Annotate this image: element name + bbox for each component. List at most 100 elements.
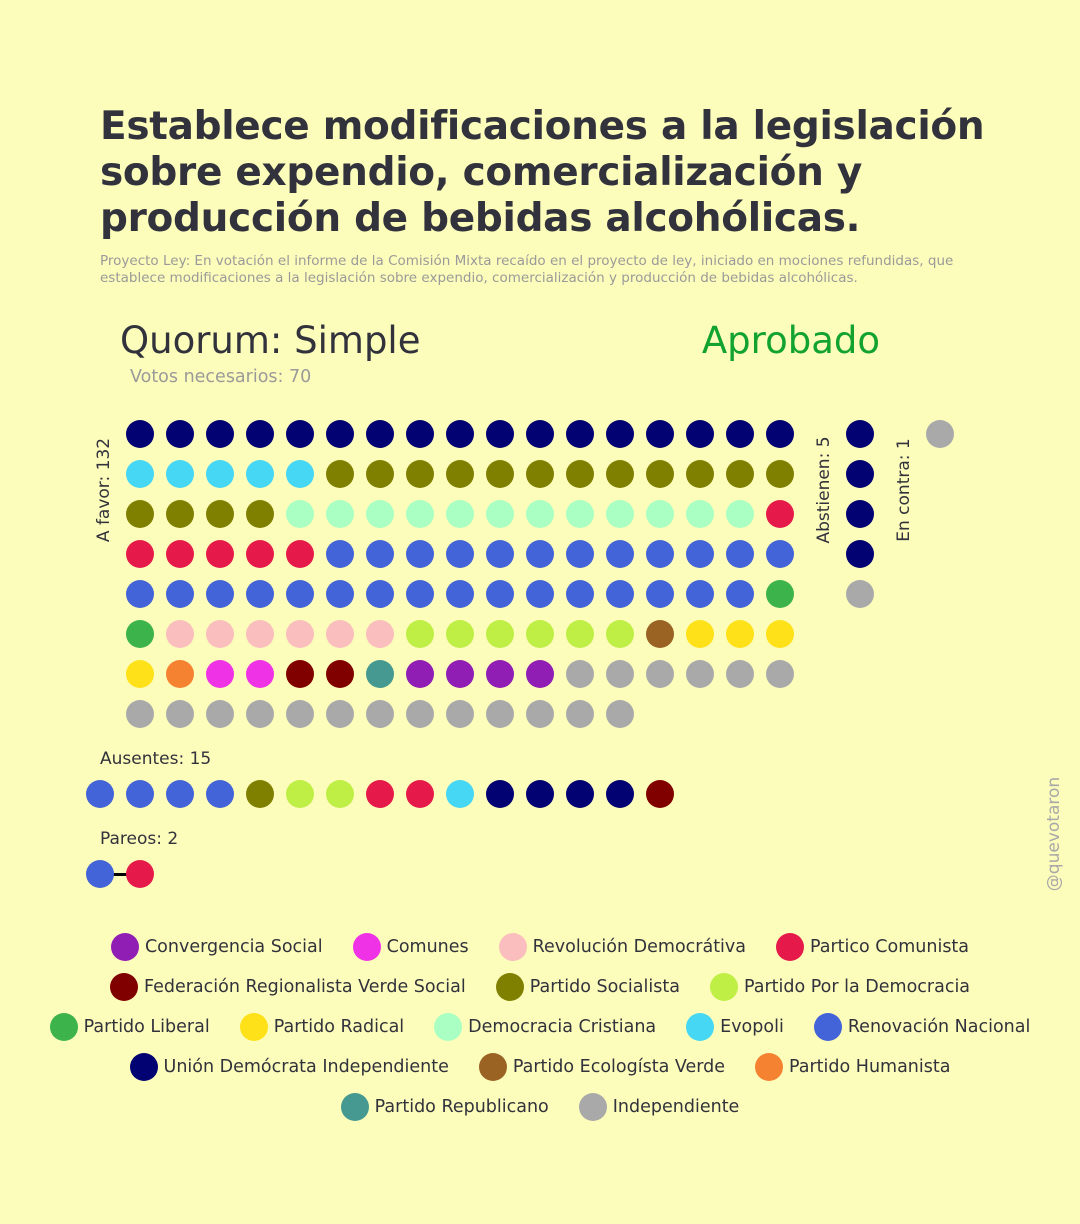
a-favor-seat-rn: [526, 540, 554, 568]
a-favor-seat-pr: [766, 620, 794, 648]
legend-swatch: [129, 1053, 158, 1081]
a-favor-seat-udi: [126, 420, 154, 448]
a-favor-seat-udi: [526, 420, 554, 448]
watermark: @quevotaron: [1044, 776, 1064, 892]
quorum-label: Quorum: Simple: [120, 319, 421, 362]
a-favor-seat-udi: [246, 420, 274, 448]
legend-label: Partido Socialista: [529, 977, 680, 997]
a-favor-seat-rn: [566, 580, 594, 608]
a-favor-seat-evo: [166, 460, 194, 488]
a-favor-seat-dc: [726, 500, 754, 528]
legend-item-pev: Partido Ecologísta Verde: [478, 1053, 725, 1081]
legend: Convergencia Social Comunes Revolución Dem…: [20, 933, 1060, 1121]
legend-item-rep: Partido Republicano: [340, 1093, 549, 1121]
a-favor-seat-ind: [566, 700, 594, 728]
a-favor-seat-rn: [566, 540, 594, 568]
a-favor-seat-rn: [646, 540, 674, 568]
a-favor-seat-ppd: [406, 620, 434, 648]
a-favor-seat-pr: [726, 620, 754, 648]
ausentes-seat-ppd: [326, 780, 354, 808]
a-favor-seat-udi: [566, 420, 594, 448]
legend-item-rn: Renovación Nacional: [813, 1013, 1031, 1041]
a-favor-seat-rn: [686, 540, 714, 568]
legend-label: Convergencia Social: [144, 937, 323, 957]
ausentes-seat-ps: [246, 780, 274, 808]
a-favor-seat-frvs: [286, 660, 314, 688]
a-favor-seat-rn: [726, 540, 754, 568]
legend-swatch: [498, 933, 527, 961]
a-favor-seat-dc: [606, 500, 634, 528]
a-favor-seat-ps: [486, 460, 514, 488]
ausentes-seat-udi: [606, 780, 634, 808]
a-favor-seat-ps: [766, 460, 794, 488]
a-favor-label: A favor: 132: [94, 437, 114, 543]
a-favor-seat-udi: [726, 420, 754, 448]
a-favor-seat-ind: [606, 700, 634, 728]
a-favor-seat-dc: [326, 500, 354, 528]
a-favor-seat-cs: [486, 660, 514, 688]
ausentes-seat-evo: [446, 780, 474, 808]
a-favor-seat-rn: [326, 580, 354, 608]
a-favor-seat-pc: [206, 540, 234, 568]
legend-label: Partido Republicano: [374, 1097, 549, 1117]
legend-label: Evopoli: [720, 1017, 784, 1037]
a-favor-seat-ph: [166, 660, 194, 688]
a-favor-seat-pc: [286, 540, 314, 568]
legend-swatch: [340, 1093, 369, 1121]
legend-item-com: Comunes: [352, 933, 469, 961]
a-favor-seat-ppd: [526, 620, 554, 648]
a-favor-seat-ps: [166, 500, 194, 528]
ausentes-label: Ausentes: 15: [100, 749, 212, 769]
legend-label: Partido Humanista: [789, 1057, 951, 1077]
chart-title: Establece modificaciones a la legislació…: [100, 104, 985, 241]
a-favor-seat-ind: [166, 700, 194, 728]
legend-swatch: [495, 973, 524, 1001]
ausentes-seat-pc: [366, 780, 394, 808]
abstienen-label: Abstienen: 5: [814, 436, 834, 544]
a-favor-seat-pr: [686, 620, 714, 648]
abstienen-seat-udi: [846, 460, 874, 488]
a-favor-seat-cs: [446, 660, 474, 688]
legend-label: Renovación Nacional: [847, 1017, 1031, 1037]
ausentes-seat-ppd: [286, 780, 314, 808]
a-favor-seat-ps: [726, 460, 754, 488]
a-favor-seat-udi: [446, 420, 474, 448]
ausentes-seat-pc: [406, 780, 434, 808]
a-favor-seat-dc: [646, 500, 674, 528]
a-favor-seat-ind: [766, 660, 794, 688]
ausentes-seat-rn: [206, 780, 234, 808]
a-favor-seat-cs: [406, 660, 434, 688]
a-favor-seat-udi: [766, 420, 794, 448]
a-favor-seat-udi: [406, 420, 434, 448]
legend-swatch: [49, 1013, 78, 1041]
a-favor-seat-ps: [446, 460, 474, 488]
abstienen-seat-udi: [846, 540, 874, 568]
abstienen-seat-udi: [846, 420, 874, 448]
a-favor-seat-ps: [326, 460, 354, 488]
legend-label: Partido Radical: [273, 1017, 405, 1037]
a-favor-seat-udi: [646, 420, 674, 448]
a-favor-seat-rd: [286, 620, 314, 648]
pareos-seat-pc: [126, 860, 154, 888]
a-favor-seat-ps: [526, 460, 554, 488]
a-favor-seat-ind: [486, 700, 514, 728]
a-favor-seat-dc: [526, 500, 554, 528]
a-favor-seat-ppd: [606, 620, 634, 648]
a-favor-seat-rn: [606, 580, 634, 608]
a-favor-seat-dc: [486, 500, 514, 528]
legend-item-ps: Partido Socialista: [495, 973, 680, 1001]
ausentes-seat-rn: [166, 780, 194, 808]
legend-swatch: [813, 1013, 842, 1041]
legend-swatch: [478, 1053, 507, 1081]
a-favor-seat-rn: [526, 580, 554, 608]
a-favor-seat-udi: [206, 420, 234, 448]
a-favor-seat-dc: [406, 500, 434, 528]
ausentes-seat-udi: [566, 780, 594, 808]
legend-swatch: [109, 973, 138, 1001]
a-favor-seat-ps: [686, 460, 714, 488]
a-favor-seat-ppd: [566, 620, 594, 648]
a-favor-seat-rn: [286, 580, 314, 608]
a-favor-seat-ps: [566, 460, 594, 488]
a-favor-seat-rd: [326, 620, 354, 648]
a-favor-seat-ind: [726, 660, 754, 688]
